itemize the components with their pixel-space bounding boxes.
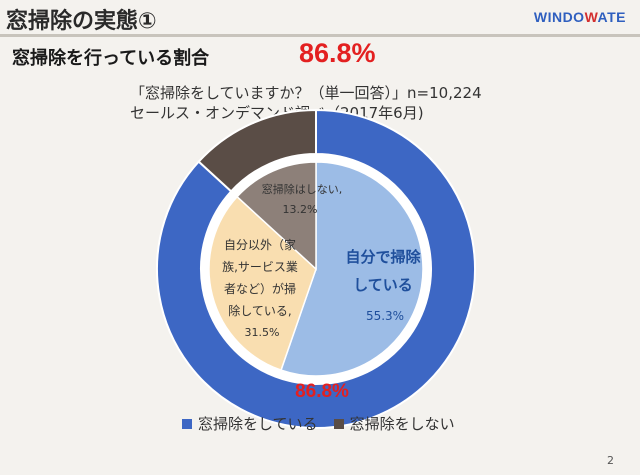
inner-label-self-line-1: している <box>353 276 413 294</box>
legend-item-dont: 窓掃除をしない <box>333 413 455 434</box>
inner-label-none-line-0: 窓掃除はしない, <box>262 182 343 196</box>
slide-subtitle: 窓掃除を行っている割合 <box>12 48 210 69</box>
survey-question: 「窓掃除をしていますか？（単一回答）」n=10,224 <box>130 84 482 102</box>
legend-label-do: 窓掃除をしている <box>198 415 318 433</box>
inner-label-others-line-2: 者など）が掃 <box>224 281 296 296</box>
title-divider <box>0 34 640 37</box>
legend-swatch-do <box>182 418 192 429</box>
inner-pie-slice-2 <box>236 161 317 271</box>
inner-label-others-line-0: 自分以外（家 <box>224 237 296 252</box>
logo-text-b: W <box>584 9 598 25</box>
legend-swatch-dont <box>333 418 344 429</box>
slide-title: 窓掃除の実態① <box>6 9 157 34</box>
legend-item-do: 窓掃除をしている <box>182 413 318 434</box>
inner-label-self-line-0: 自分で掃除 <box>345 248 421 266</box>
outer-value-label: 86.8% <box>295 381 349 402</box>
inner-value-none: 13.2% <box>283 203 318 216</box>
inner-value-others: 31.5% <box>245 326 280 339</box>
page-number: 2 <box>607 454 614 467</box>
company-logo: WINDOWATE <box>534 9 626 25</box>
inner-pie-slice-1 <box>208 195 317 372</box>
logo-text-c: ATE <box>597 9 626 25</box>
inner-value-self: 55.3% <box>366 309 404 323</box>
inner-label-others-line-3: 除している, <box>228 303 291 318</box>
legend-label-dont: 窓掃除をしない <box>349 415 455 433</box>
logo-text-a: WINDO <box>533 9 585 25</box>
inner-label-others-line-1: 族,サービス業 <box>222 260 298 274</box>
headline-percentage: 86.8% <box>299 38 376 68</box>
chart-legend: 窓掃除をしている 窓掃除をしない <box>182 413 455 434</box>
